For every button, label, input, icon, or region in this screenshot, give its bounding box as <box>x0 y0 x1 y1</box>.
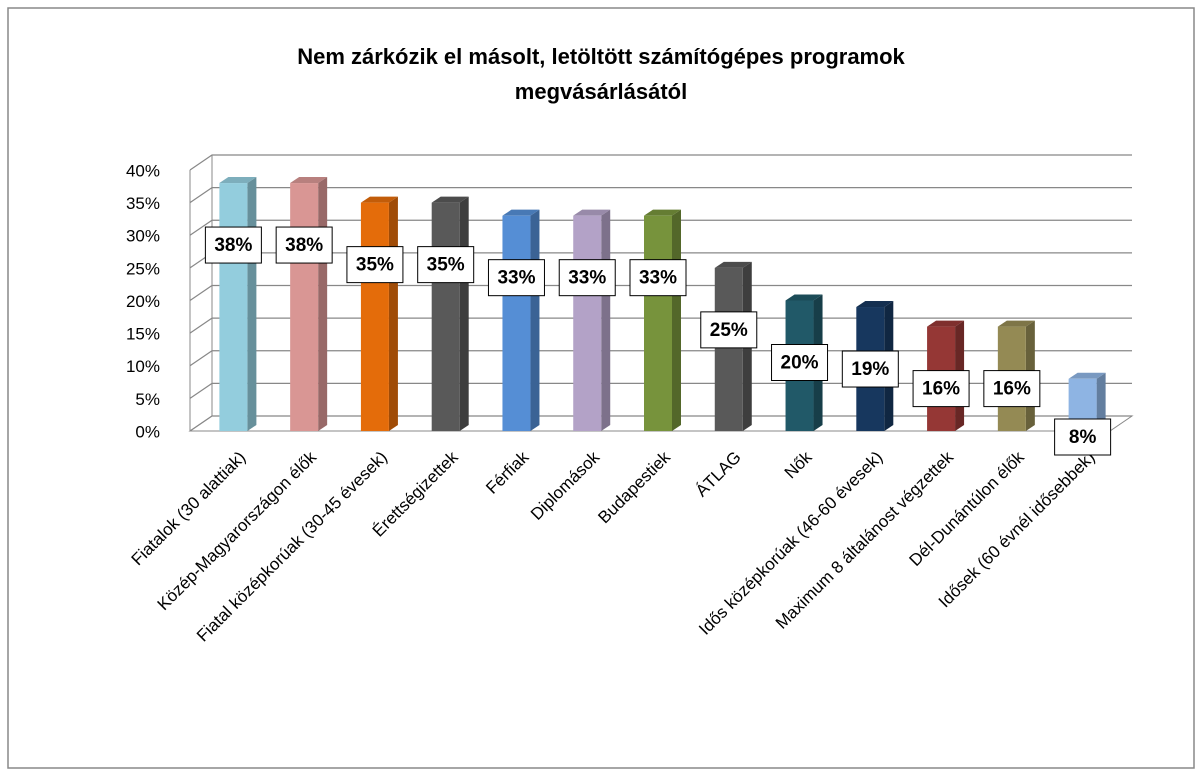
bar-top <box>714 261 752 268</box>
value-label: 16% <box>922 379 960 400</box>
value-label: 33% <box>497 268 535 289</box>
bar <box>431 196 469 431</box>
y-tick-label: 5% <box>135 390 160 409</box>
bar-top <box>1068 372 1106 379</box>
grid-line <box>189 415 1132 432</box>
bar-side <box>1096 372 1106 431</box>
bar-top <box>785 294 823 301</box>
bar-front <box>431 202 460 431</box>
y-tick-label: 20% <box>126 292 160 311</box>
bar-side <box>388 196 398 431</box>
y-tick-label: 35% <box>126 194 160 213</box>
bar-side <box>459 196 469 431</box>
bar-top <box>290 177 328 184</box>
bar-top <box>997 320 1035 327</box>
value-label: 20% <box>781 353 819 374</box>
bar-side <box>601 209 611 431</box>
bar-top <box>573 209 611 216</box>
value-label: 38% <box>214 235 252 256</box>
value-label-box <box>771 344 829 381</box>
value-label-box <box>912 370 970 408</box>
value-label-box <box>487 259 545 297</box>
value-label: 19% <box>851 359 889 380</box>
value-label-box <box>841 350 899 388</box>
bar-side <box>318 177 328 431</box>
y-tick-label: 40% <box>126 161 160 180</box>
value-label-box <box>417 246 475 284</box>
grid-line <box>189 154 1132 171</box>
value-label: 33% <box>568 268 606 289</box>
bar-top <box>360 196 398 203</box>
y-tick-label: 30% <box>126 227 160 246</box>
value-label-box <box>1054 418 1112 456</box>
bar-top <box>856 301 894 308</box>
bar-front <box>573 215 602 431</box>
bar-front <box>290 183 319 431</box>
bar-top <box>219 177 257 184</box>
bar-top <box>927 320 965 327</box>
y-tick-label: 10% <box>126 357 160 376</box>
bar-top <box>431 196 469 203</box>
bar <box>360 196 398 431</box>
grid-line <box>189 317 1132 334</box>
grid-line <box>189 284 1132 301</box>
value-label: 35% <box>427 255 465 276</box>
bar <box>219 177 257 431</box>
bar <box>290 177 328 431</box>
bar <box>502 209 540 431</box>
chart-title: megvásárlásától <box>515 79 687 104</box>
chart-title: Nem zárkózik el másolt, letöltött számít… <box>297 44 905 69</box>
bar-top <box>644 209 681 216</box>
value-label-box <box>275 226 333 264</box>
value-label: 16% <box>993 379 1031 400</box>
grid-line <box>189 382 1132 399</box>
value-label-box <box>346 246 404 284</box>
bar-front <box>714 267 743 431</box>
bar-top <box>502 209 540 216</box>
y-tick-label: 15% <box>126 325 160 344</box>
value-label-box <box>629 259 687 297</box>
value-label-box <box>700 311 758 349</box>
grid-line <box>189 219 1132 236</box>
value-label-box <box>558 259 616 297</box>
value-label: 35% <box>356 255 394 276</box>
grid-line <box>189 187 1132 204</box>
value-label: 25% <box>710 320 748 341</box>
bar-side <box>672 209 681 431</box>
y-tick-label: 25% <box>126 259 160 278</box>
bar-front <box>502 215 531 431</box>
value-label: 38% <box>285 235 323 256</box>
bar-front <box>360 202 389 431</box>
bar-side <box>530 209 540 431</box>
value-label: 33% <box>639 268 677 289</box>
bar <box>573 209 611 431</box>
value-label-box <box>983 370 1041 408</box>
y-tick-label: 0% <box>135 422 160 441</box>
bar-side <box>247 177 257 431</box>
value-label: 8% <box>1069 427 1097 448</box>
bar-front <box>644 215 672 431</box>
bar <box>644 209 681 431</box>
value-label-box <box>204 226 262 264</box>
bar-front <box>219 183 248 431</box>
